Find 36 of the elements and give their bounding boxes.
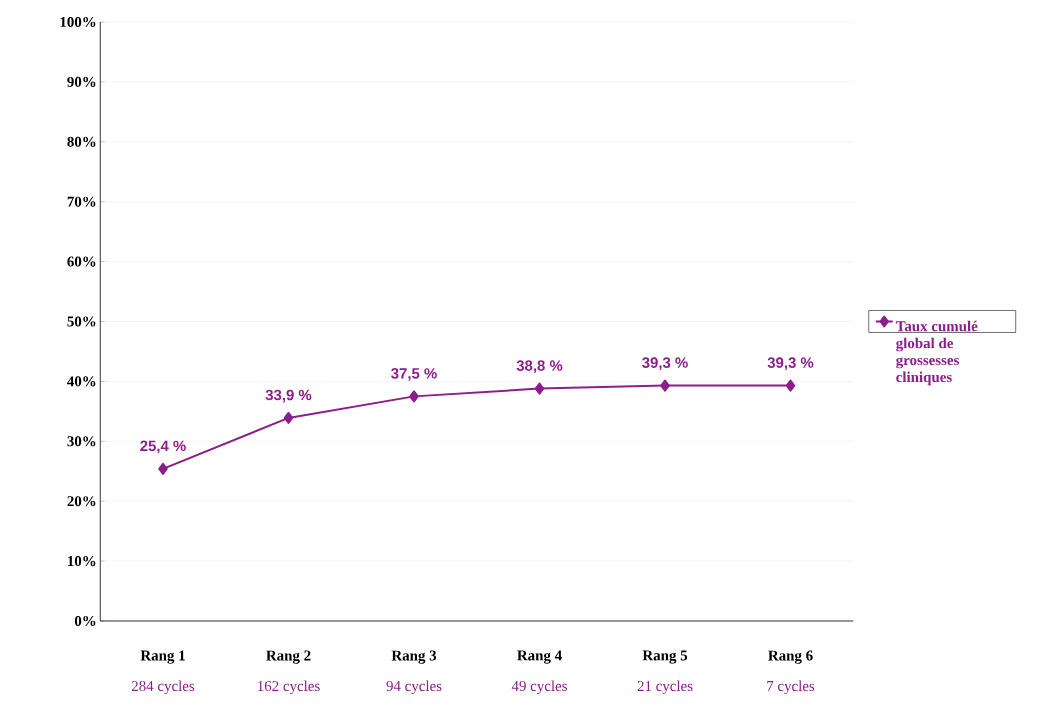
y-tick-label: 50% — [67, 316, 96, 327]
text: 21 cycles — [637, 680, 693, 695]
x-tick-label: Rang 4 — [517, 650, 562, 664]
data-label: 38,8 % — [516, 360, 563, 374]
text: 94 cycles — [386, 680, 442, 695]
y-tick-label: 60% — [67, 256, 96, 267]
x-tick-label: Rang 2 — [266, 650, 311, 664]
y-tick-label: 90% — [67, 76, 96, 87]
text: 284 cycles — [131, 680, 195, 695]
data-label: 39,3 % — [767, 357, 814, 371]
y-tick-label: 30% — [67, 436, 96, 447]
point — [534, 382, 545, 395]
y-tick-label: 0% — [74, 615, 96, 627]
y-tick-label: 40% — [67, 376, 96, 387]
y-tick-label: 100% — [60, 16, 96, 28]
text: 7 cycles — [767, 680, 815, 695]
point — [785, 379, 796, 392]
y-tick-label: 70% — [67, 196, 96, 207]
data-label: 39,3 % — [642, 357, 688, 371]
text: 49 cycles — [511, 680, 567, 695]
text: 162 cycles — [258, 680, 320, 695]
point — [283, 411, 294, 424]
y-tick-label: 20% — [67, 496, 96, 507]
y-tick-label: 80% — [67, 136, 96, 147]
point — [660, 379, 670, 392]
data-label: 25,4 % — [140, 440, 186, 454]
data-label: 33,9 % — [265, 389, 312, 403]
x-tick-label: Rang 6 — [768, 650, 813, 664]
x-tick-label: Rang 3 — [391, 650, 437, 664]
x-tick-label: Rang 1 — [140, 650, 185, 664]
legend-label: Taux cumulé global de grossesses cliniques — [895, 320, 978, 386]
y-tick-label: 10% — [68, 556, 96, 567]
x-tick-label: Rang 5 — [642, 650, 688, 664]
data-label: 37,5 % — [391, 368, 437, 381]
point — [158, 462, 168, 475]
point — [409, 390, 419, 403]
